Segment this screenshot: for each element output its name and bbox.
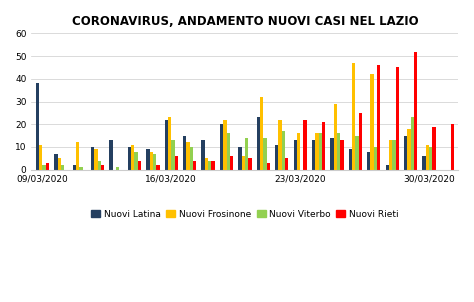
Bar — [208, 161, 211, 170]
Bar — [404, 136, 407, 170]
Bar — [138, 161, 141, 170]
Bar — [171, 140, 174, 170]
Bar — [101, 165, 104, 170]
Title: CORONAVIRUS, ANDAMENTO NUOVI CASI NEL LAZIO: CORONAVIRUS, ANDAMENTO NUOVI CASI NEL LA… — [72, 15, 418, 28]
Bar — [76, 143, 79, 170]
Bar — [426, 145, 429, 170]
Bar — [414, 52, 417, 170]
Bar — [201, 140, 205, 170]
Bar — [334, 104, 337, 170]
Bar — [205, 158, 208, 170]
Bar — [330, 138, 334, 170]
Bar — [367, 152, 371, 170]
Bar — [303, 120, 307, 170]
Bar — [156, 165, 159, 170]
Bar — [211, 161, 215, 170]
Bar — [46, 163, 49, 170]
Bar — [73, 165, 76, 170]
Bar — [186, 143, 190, 170]
Bar — [91, 147, 94, 170]
Bar — [193, 161, 196, 170]
Bar — [392, 140, 395, 170]
Bar — [374, 147, 377, 170]
Bar — [282, 131, 285, 170]
Bar — [385, 165, 389, 170]
Bar — [275, 145, 278, 170]
Bar — [322, 122, 325, 170]
Bar — [36, 83, 39, 170]
Bar — [319, 133, 322, 170]
Bar — [432, 127, 436, 170]
Bar — [349, 149, 352, 170]
Bar — [248, 158, 252, 170]
Bar — [356, 136, 359, 170]
Bar — [267, 163, 270, 170]
Bar — [135, 152, 138, 170]
Bar — [190, 147, 193, 170]
Bar — [174, 156, 178, 170]
Bar — [57, 158, 61, 170]
Bar — [337, 133, 340, 170]
Bar — [422, 156, 426, 170]
Bar — [242, 156, 245, 170]
Bar — [230, 156, 233, 170]
Bar — [42, 165, 46, 170]
Bar — [168, 117, 171, 170]
Bar — [315, 133, 319, 170]
Bar — [153, 154, 156, 170]
Legend: Nuovi Latina, Nuovi Frosinone, Nuovi Viterbo, Nuovi Rieti: Nuovi Latina, Nuovi Frosinone, Nuovi Vit… — [88, 206, 402, 223]
Bar — [407, 129, 410, 170]
Bar — [410, 117, 414, 170]
Bar — [54, 154, 57, 170]
Bar — [260, 97, 264, 170]
Bar — [150, 152, 153, 170]
Bar — [245, 138, 248, 170]
Bar — [451, 124, 454, 170]
Bar — [220, 124, 223, 170]
Bar — [238, 147, 242, 170]
Bar — [297, 133, 300, 170]
Bar — [429, 147, 432, 170]
Bar — [359, 113, 362, 170]
Bar — [146, 149, 150, 170]
Bar — [352, 63, 356, 170]
Bar — [389, 140, 392, 170]
Bar — [312, 140, 315, 170]
Bar — [164, 120, 168, 170]
Bar — [109, 140, 113, 170]
Bar — [39, 145, 42, 170]
Bar — [340, 140, 344, 170]
Bar — [116, 167, 119, 170]
Bar — [278, 120, 282, 170]
Bar — [128, 147, 131, 170]
Bar — [227, 133, 230, 170]
Bar — [131, 145, 135, 170]
Bar — [94, 149, 98, 170]
Bar — [285, 158, 288, 170]
Bar — [79, 167, 82, 170]
Bar — [264, 138, 267, 170]
Bar — [293, 140, 297, 170]
Bar — [223, 120, 227, 170]
Bar — [98, 161, 101, 170]
Bar — [377, 65, 381, 170]
Bar — [61, 165, 64, 170]
Bar — [395, 67, 399, 170]
Bar — [183, 136, 186, 170]
Bar — [371, 74, 374, 170]
Bar — [257, 117, 260, 170]
